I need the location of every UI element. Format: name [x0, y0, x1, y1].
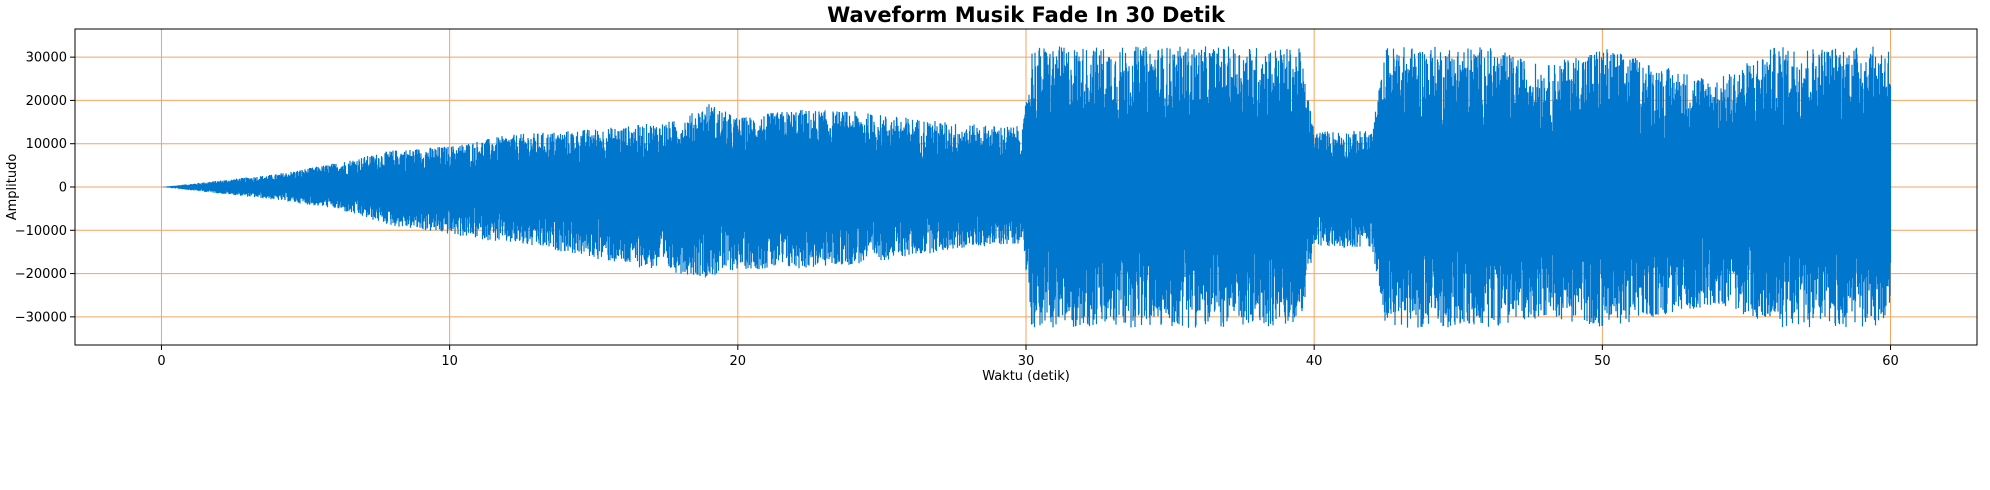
axis-ticks: 0 10 20 30 40 50 60 −30000 −20000 −10000 0 10000 200…	[15, 51, 1899, 369]
y-tick-label: −20000	[15, 267, 67, 282]
x-axis-label: Waktu (detik)	[982, 369, 1070, 384]
x-tick-label: 40	[1306, 354, 1323, 369]
y-tick-label: 30000	[26, 51, 67, 66]
chart-title: Waveform Musik Fade In 30 Detik	[827, 3, 1226, 27]
y-tick-label: −10000	[15, 224, 67, 239]
y-tick-label: 10000	[26, 137, 67, 152]
x-tick-label: 0	[157, 354, 165, 369]
y-tick-label: 0	[59, 181, 67, 196]
x-tick-label: 10	[441, 354, 458, 369]
x-tick-label: 30	[1018, 354, 1035, 369]
waveform-series	[161, 46, 1892, 328]
y-tick-label: −30000	[15, 310, 67, 325]
waveform-line	[161, 46, 1892, 328]
y-tick-label: 20000	[26, 94, 67, 109]
y-axis-label: Amplitudo	[5, 154, 20, 221]
x-tick-label: 20	[730, 354, 747, 369]
x-tick-label: 60	[1882, 354, 1899, 369]
x-tick-label: 50	[1594, 354, 1611, 369]
